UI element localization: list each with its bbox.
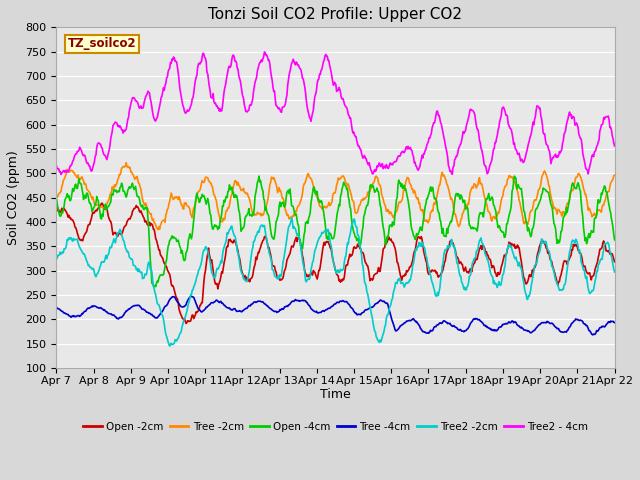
Tree -4cm	[187, 293, 195, 299]
Open -4cm	[52, 193, 60, 199]
Tree -2cm	[122, 160, 130, 166]
Tree -4cm	[177, 303, 184, 309]
Tree2 -2cm	[421, 247, 429, 253]
Open -4cm	[404, 197, 412, 203]
X-axis label: Time: Time	[320, 388, 351, 401]
Open -2cm	[208, 257, 216, 263]
Open -4cm	[177, 251, 185, 256]
Open -2cm	[611, 259, 618, 264]
Open -2cm	[121, 224, 129, 229]
Open -2cm	[421, 254, 429, 260]
Line: Tree -4cm: Tree -4cm	[56, 296, 614, 335]
Tree2 - 4cm	[177, 95, 185, 101]
Tree -2cm	[611, 172, 618, 178]
Open -4cm	[63, 194, 70, 200]
Tree -2cm	[421, 217, 429, 223]
Tree2 -2cm	[177, 328, 185, 334]
Title: Tonzi Soil CO2 Profile: Upper CO2: Tonzi Soil CO2 Profile: Upper CO2	[209, 7, 463, 22]
Open -4cm	[420, 209, 428, 215]
Tree -4cm	[420, 329, 428, 335]
Open -4cm	[120, 188, 128, 194]
Tree2 -2cm	[288, 215, 296, 221]
Tree2 -2cm	[120, 238, 128, 244]
Tree2 - 4cm	[207, 94, 214, 100]
Tree -2cm	[52, 193, 60, 199]
Tree -2cm	[405, 176, 413, 182]
Tree -4cm	[611, 320, 618, 325]
Tree2 - 4cm	[260, 49, 268, 55]
Tree2 -2cm	[207, 264, 214, 270]
Tree2 - 4cm	[421, 147, 429, 153]
Tree -2cm	[154, 227, 162, 232]
Open -4cm	[150, 284, 158, 289]
Tree -4cm	[63, 311, 70, 317]
Tree -4cm	[52, 304, 60, 310]
Y-axis label: Soil CO2 (ppm): Soil CO2 (ppm)	[7, 150, 20, 245]
Open -4cm	[207, 213, 214, 218]
Legend: Open -2cm, Tree -2cm, Open -4cm, Tree -4cm, Tree2 -2cm, Tree2 - 4cm: Open -2cm, Tree -2cm, Open -4cm, Tree -4…	[79, 417, 592, 436]
Tree -4cm	[589, 332, 596, 338]
Tree -2cm	[208, 182, 216, 188]
Tree2 - 4cm	[63, 168, 71, 174]
Tree2 -2cm	[611, 269, 618, 275]
Tree2 -2cm	[52, 256, 60, 262]
Tree2 -2cm	[166, 343, 173, 349]
Tree2 -2cm	[63, 242, 70, 248]
Open -2cm	[63, 209, 70, 215]
Tree2 - 4cm	[121, 129, 129, 134]
Tree2 - 4cm	[405, 146, 413, 152]
Open -2cm	[405, 266, 413, 272]
Open -2cm	[182, 321, 190, 326]
Open -4cm	[611, 237, 618, 243]
Line: Open -4cm: Open -4cm	[56, 176, 614, 287]
Open -2cm	[52, 204, 60, 209]
Line: Tree2 -2cm: Tree2 -2cm	[56, 218, 614, 346]
Tree2 -2cm	[405, 279, 413, 285]
Tree2 - 4cm	[57, 171, 65, 177]
Text: TZ_soilco2: TZ_soilco2	[67, 37, 136, 50]
Line: Tree2 - 4cm: Tree2 - 4cm	[56, 52, 614, 174]
Tree -2cm	[120, 164, 128, 169]
Tree -2cm	[179, 202, 186, 208]
Tree -4cm	[120, 312, 128, 318]
Tree -4cm	[404, 318, 412, 324]
Tree -4cm	[207, 300, 214, 306]
Tree2 - 4cm	[611, 143, 618, 149]
Tree2 - 4cm	[52, 162, 60, 168]
Line: Open -2cm: Open -2cm	[56, 203, 614, 324]
Open -2cm	[99, 200, 106, 206]
Open -2cm	[177, 312, 185, 318]
Line: Tree -2cm: Tree -2cm	[56, 163, 614, 229]
Open -4cm	[511, 173, 518, 179]
Tree -2cm	[63, 170, 70, 176]
